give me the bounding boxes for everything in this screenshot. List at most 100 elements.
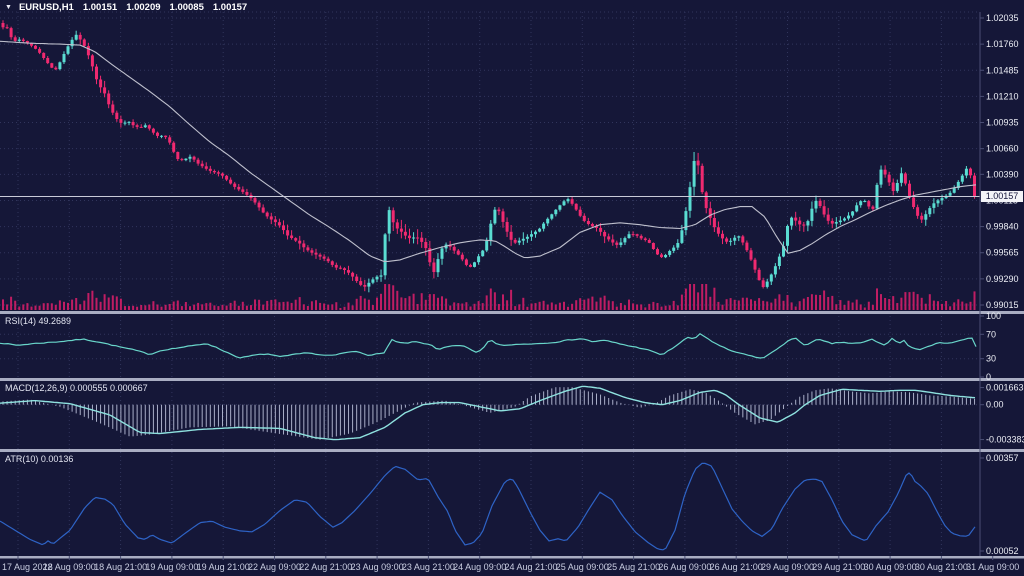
candle-bear <box>887 174 891 183</box>
candle-bear <box>221 173 224 176</box>
candle-bear <box>204 166 208 169</box>
candle-bear <box>261 207 265 213</box>
volume-bar <box>323 303 326 310</box>
candle-bear <box>282 225 285 231</box>
volume-bar <box>241 301 244 310</box>
volume-bar <box>920 297 923 310</box>
price-axis[interactable]: 1.02035 1.01760 1.01485 1.01210 1.00935 1.006… <box>980 13 1024 556</box>
candle-bear <box>273 219 277 223</box>
candle-bear <box>1 23 5 28</box>
candle-bear <box>611 239 615 243</box>
volume-bar <box>709 296 712 310</box>
volume-bar <box>18 306 21 310</box>
volume-bar <box>591 296 594 310</box>
candle-bear <box>391 210 395 223</box>
volume-bar <box>83 300 86 310</box>
volume-bar <box>400 297 403 310</box>
volume-bar <box>884 298 887 310</box>
volume-bar <box>164 304 167 310</box>
volume-bar <box>615 306 618 310</box>
axis-tick-label: 0.00052 <box>986 546 1019 556</box>
volume-bar <box>876 288 878 310</box>
candle-bull <box>769 274 773 282</box>
candle-bull <box>672 247 676 251</box>
panel-separators <box>0 12 1024 559</box>
volume-bar <box>957 299 960 310</box>
quote-header: ▼ EURUSD,H1 1.00151 1.00209 1.00085 1.00… <box>5 2 247 13</box>
panel-separator[interactable] <box>0 378 1024 381</box>
volume-bar <box>831 295 834 310</box>
volume-bar <box>729 298 732 310</box>
date-label: 22 Aug 09:00 <box>248 562 301 572</box>
candle-bear <box>298 240 302 244</box>
volume-bar <box>95 297 98 310</box>
volume-bar <box>546 304 549 310</box>
candle-bear <box>131 122 135 126</box>
date-label: 29 Aug 09:00 <box>761 562 814 572</box>
atr-line <box>0 462 976 551</box>
volume-bar <box>282 301 285 310</box>
candle-bear <box>704 192 708 209</box>
candle-bull <box>806 221 810 226</box>
volume-bar <box>270 299 273 310</box>
volume-bar <box>67 302 69 310</box>
candle-bull <box>782 246 785 257</box>
candle-bear <box>432 262 436 272</box>
volume-bar <box>786 295 789 310</box>
volume-bar <box>835 304 838 310</box>
volume-bar <box>371 305 374 310</box>
volume-bar <box>558 302 561 310</box>
volume-bar <box>851 302 854 310</box>
candle-bear <box>586 221 590 224</box>
quote-high: 1.00209 <box>126 2 161 13</box>
volume-bar <box>676 305 679 310</box>
volume-bar <box>599 297 602 310</box>
volume-bar <box>932 300 935 310</box>
candle-bull <box>676 243 680 248</box>
candle-bear <box>212 171 216 173</box>
candle-bull <box>838 220 842 223</box>
volume-bar <box>880 294 882 310</box>
volume-bar <box>327 304 330 310</box>
volume-bar <box>489 288 492 310</box>
candle-bear <box>277 222 281 226</box>
candle-bull <box>834 222 838 224</box>
candle-bear <box>745 242 749 251</box>
candle-bear <box>343 268 346 270</box>
candle-bear <box>509 231 513 240</box>
panel-separator[interactable] <box>0 449 1024 452</box>
volume-bar <box>502 294 504 310</box>
volume-bar <box>713 287 716 310</box>
candle-bear <box>696 160 700 166</box>
candles-layer[interactable] <box>1 20 977 293</box>
candle-bear <box>651 243 655 249</box>
candle-bear <box>115 112 119 119</box>
candle-bear <box>497 209 501 212</box>
candle-bear <box>192 156 196 160</box>
grid-layer <box>0 11 980 556</box>
volume-bar <box>912 291 915 310</box>
atr-curve <box>0 462 976 551</box>
candle-bull <box>928 208 932 215</box>
volume-bar <box>656 303 659 310</box>
candle-bear <box>574 203 578 210</box>
panel-separator[interactable] <box>0 311 1024 314</box>
volume-bar <box>945 301 948 310</box>
candle-bear <box>656 249 659 255</box>
volume-bar <box>567 306 569 310</box>
candle-bull <box>371 279 375 283</box>
volume-bar <box>518 304 521 310</box>
volume-bar <box>424 299 427 310</box>
candle-bull <box>948 192 952 196</box>
panel-separator[interactable] <box>0 556 1024 559</box>
axis-tick-label: 0.99840 <box>986 222 1019 232</box>
volume-bar <box>595 301 598 310</box>
volume-bar <box>928 294 931 310</box>
candle-bear <box>135 125 139 127</box>
candle-bull <box>932 203 936 208</box>
candle-bull <box>623 238 627 243</box>
symbol-dropdown-icon[interactable]: ▼ <box>5 4 12 11</box>
volume-bar <box>644 307 647 310</box>
